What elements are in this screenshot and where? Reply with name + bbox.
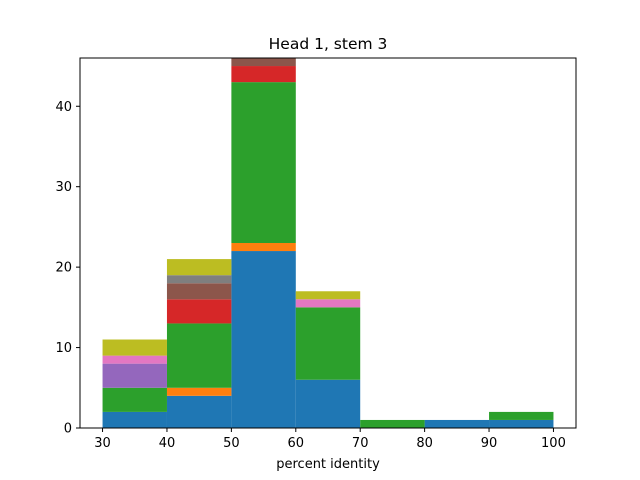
x-tick-label: 80 [416, 436, 433, 451]
bar-segment-s3-bin70 [360, 419, 425, 428]
x-tick-label: 30 [94, 436, 111, 451]
bar-segment-s2-bin40 [166, 387, 232, 396]
bar-segment-s4-bin50 [231, 66, 296, 83]
x-tick-label: 60 [288, 436, 305, 451]
chart-title: Head 1, stem 3 [269, 35, 388, 53]
x-axis-label: percent identity [276, 457, 380, 472]
y-tick-label: 0 [64, 422, 72, 437]
bar-segment-s1-bin40 [166, 395, 232, 428]
bar-segment-s7-bin30 [102, 355, 167, 364]
x-tick-label: 50 [223, 436, 240, 451]
bar-segment-s9-bin40 [166, 259, 232, 276]
y-tick-label: 30 [55, 180, 72, 195]
plot-frame [79, 57, 577, 429]
y-axis: 0 10 20 30 40 [55, 100, 80, 437]
bar-segment-s1-bin80 [424, 419, 490, 428]
bar-segment-s3-bin50 [231, 82, 296, 243]
y-tick-label: 10 [55, 341, 72, 356]
y-tick-label: 40 [55, 100, 72, 115]
bar-segment-s6-bin40 [166, 283, 232, 300]
bar-segment-s6-bin50 [231, 58, 296, 67]
bar-segment-s4-bin40 [166, 299, 232, 324]
x-tick-label: 70 [352, 436, 369, 451]
bar-segment-s9-bin60 [295, 291, 361, 300]
x-axis: 30 40 50 60 70 80 90 100 [94, 428, 566, 451]
bar-segment-s1-bin60 [295, 379, 361, 428]
x-tick-label: 100 [541, 436, 566, 451]
bar-segment-s9-bin30 [102, 339, 167, 356]
bar-segment-s5-bin30 [102, 363, 167, 388]
y-tick-label: 20 [55, 261, 72, 276]
x-tick-label: 40 [159, 436, 176, 451]
bar-segment-s3-bin60 [295, 307, 361, 380]
bar-segment-s1-bin50 [231, 251, 296, 428]
bar-segment-s3-bin90 [489, 411, 554, 420]
bar-stack-group [102, 58, 554, 428]
bar-segment-s7-bin60 [295, 299, 361, 308]
x-tick-label: 90 [481, 436, 498, 451]
bar-segment-s1-bin90 [489, 419, 554, 428]
bar-segment-s1-bin30 [102, 411, 167, 428]
bar-segment-s2-bin50 [231, 243, 296, 252]
bar-segment-s3-bin30 [102, 387, 167, 412]
bar-segment-s3-bin40 [166, 323, 232, 388]
bar-segment-s8-bin40 [166, 275, 232, 284]
